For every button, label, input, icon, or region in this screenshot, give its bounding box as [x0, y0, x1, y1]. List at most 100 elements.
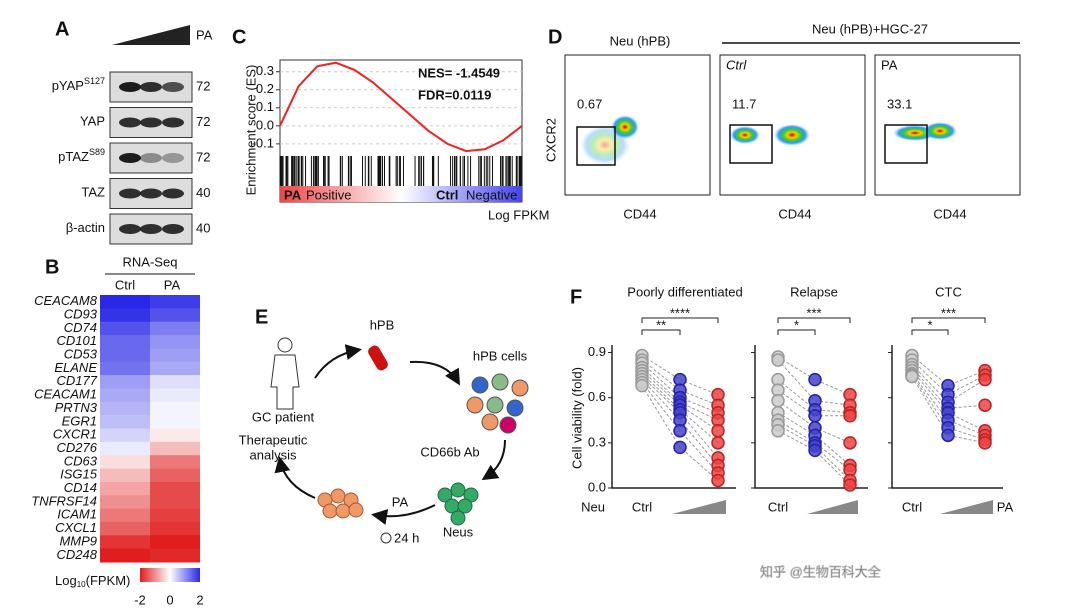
- gene-label: PRTN3: [55, 400, 98, 415]
- patient-label: GC patient: [252, 409, 315, 424]
- positive-group: PA: [284, 187, 302, 202]
- data-point: [843, 408, 857, 423]
- treated-cell: [322, 503, 338, 519]
- gene-label: EGR1: [62, 413, 97, 428]
- heatmap-cell: [150, 348, 200, 363]
- blot-band: [119, 82, 141, 92]
- sig-stars: *: [794, 317, 799, 332]
- blot-band: [162, 82, 184, 92]
- plot-tag: Ctrl: [726, 57, 747, 72]
- heatmap-cell: [150, 308, 200, 323]
- heatmap-cell: [100, 415, 150, 429]
- protein-label: TAZ: [81, 185, 105, 200]
- gene-label: CD248: [57, 547, 98, 562]
- heatmap-cell: [100, 401, 150, 416]
- protein-name: β-actin: [66, 220, 105, 235]
- sig-bracket: [777, 317, 851, 323]
- y-tick-label: 0.3: [256, 63, 274, 78]
- panel-label: E: [255, 306, 268, 328]
- protein-name: TAZ: [81, 185, 105, 200]
- blot-band: [119, 224, 141, 234]
- gate-percent: 11.7: [732, 96, 756, 111]
- cell: [481, 413, 499, 431]
- heatmap-cell: [100, 455, 150, 470]
- fdr: FDR=0.0119: [418, 87, 491, 102]
- heatmap-cell: [100, 348, 150, 363]
- positive-label: Positive: [306, 187, 352, 202]
- protein-site: S89: [89, 147, 105, 157]
- gate-percent: 33.1: [887, 96, 912, 111]
- heatmap-cell: [150, 388, 200, 403]
- x-axis-label: CD44: [933, 206, 966, 221]
- blot-band: [162, 224, 184, 234]
- gate: [729, 124, 773, 164]
- y-tick-label: 0.2: [256, 81, 274, 96]
- blot-band: [140, 224, 162, 234]
- pair-line: [641, 359, 719, 406]
- y-axis-label: Cell viability (fold): [569, 367, 584, 469]
- gene-label: CD177: [57, 373, 98, 388]
- plot-tag: PA: [881, 57, 898, 72]
- pair-line: [777, 419, 851, 471]
- gene-label: CEACAM8: [34, 293, 98, 308]
- y-tick-label: 0.1: [256, 99, 274, 114]
- gene-label: CD93: [64, 306, 98, 321]
- heatmap-cell: [150, 321, 200, 336]
- heatmap-cell: [100, 335, 150, 349]
- legend-tick: 2: [196, 592, 203, 607]
- y-tick-label: 0.6: [588, 389, 606, 404]
- legend-title-text: (FPKM): [86, 573, 131, 588]
- heatmap-cell: [150, 521, 200, 536]
- pair-line: [641, 355, 719, 396]
- sig-stars: ***: [941, 305, 956, 320]
- heatmap-cell: [100, 468, 150, 483]
- protein-name: pYAP: [52, 78, 84, 93]
- heatmap-cell: [100, 375, 150, 389]
- heatmap-title: RNA-Seq: [123, 254, 178, 269]
- blot-band: [119, 117, 141, 128]
- pair-line: [911, 359, 986, 396]
- legend-tick: -2: [134, 592, 146, 607]
- sig-stars: *: [927, 317, 932, 332]
- heatmap-cell: [100, 308, 150, 323]
- pair-line: [911, 376, 986, 444]
- density-cloud: [923, 122, 957, 140]
- molecular-weight: 72: [196, 149, 210, 164]
- data-point: [978, 372, 992, 387]
- control-label: Ctrl: [632, 499, 652, 514]
- blot-band: [140, 82, 162, 92]
- cell: [491, 373, 509, 391]
- data-point: [843, 436, 857, 450]
- x-axis-label: CD44: [778, 206, 811, 221]
- heatmap-cell: [150, 375, 200, 389]
- cell: [471, 376, 489, 394]
- protein-label: pYAPS127: [52, 76, 105, 93]
- heatmap-cell: [150, 295, 200, 309]
- neutrophil: [437, 487, 453, 503]
- heatmap-cell: [150, 415, 200, 429]
- gene-label: MMP9: [59, 533, 97, 548]
- legend-title-sub: 10: [77, 580, 86, 589]
- heatmap-cell: [150, 548, 200, 563]
- heatmap-cell: [100, 295, 150, 309]
- panel-label: C: [232, 26, 246, 48]
- neutrophil: [457, 498, 473, 514]
- gene-label: CD74: [64, 320, 97, 335]
- cell: [499, 416, 517, 434]
- pair-line: [911, 373, 986, 436]
- data-point: [808, 443, 822, 458]
- data-point: [711, 424, 725, 438]
- neus-label: Neus: [443, 524, 474, 539]
- wedge: [112, 25, 190, 45]
- heatmap-cell: [100, 548, 150, 563]
- data-point: [808, 408, 822, 423]
- data-point: [771, 393, 785, 408]
- gene-label: CD101: [57, 333, 97, 348]
- blood-label: hPB: [370, 317, 395, 332]
- treatment-label: PA: [196, 27, 213, 42]
- rank-strip: [280, 186, 522, 202]
- time-label: 24 h: [394, 530, 419, 545]
- y-tick-label: 0.9: [588, 344, 606, 359]
- dose-wedge: [807, 500, 858, 514]
